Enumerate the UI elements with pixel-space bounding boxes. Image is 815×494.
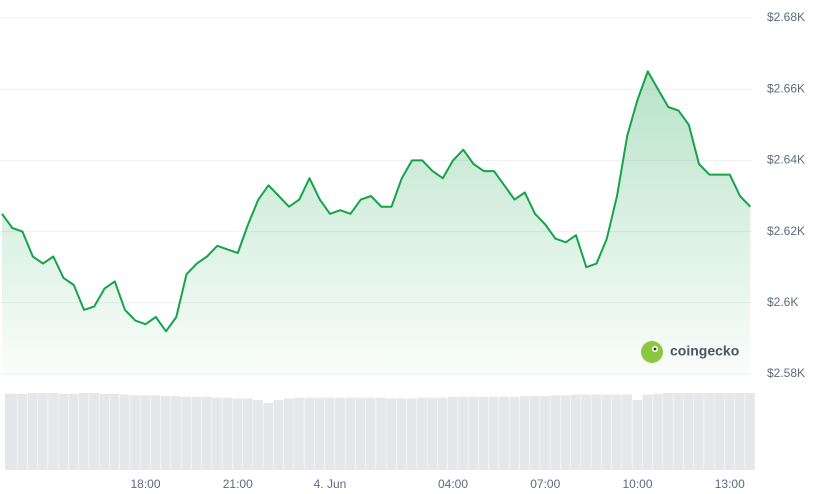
volume-bar [304, 397, 315, 470]
volume-bar [263, 403, 274, 470]
x-tick-label: 04:00 [438, 477, 468, 491]
volume-bar [519, 396, 530, 470]
volume-bar [745, 393, 755, 470]
volume-bar [396, 398, 407, 470]
y-tick-label: $2.64K [767, 153, 805, 167]
volume-bar [232, 398, 243, 470]
volume-bar [570, 394, 581, 470]
x-tick-label: 18:00 [130, 477, 160, 491]
volume-bar [683, 393, 694, 470]
volume-bar [693, 393, 704, 470]
volume-bar [119, 394, 130, 470]
volume-bar [201, 396, 212, 470]
volume-bar [652, 393, 663, 470]
volume-bar [437, 397, 448, 470]
volume-bar [150, 395, 161, 470]
volume-bar [324, 397, 335, 470]
volume-bar [253, 400, 263, 470]
volume-bar [447, 396, 458, 470]
volume-bar [550, 395, 561, 470]
volume-bar [48, 393, 58, 470]
volume-bar [78, 393, 89, 470]
volume-bar [376, 397, 386, 470]
volume-bar [355, 397, 366, 470]
volume-bar [581, 394, 591, 470]
volume-bar [58, 393, 69, 470]
volume-bar [427, 397, 438, 470]
volume-bar [591, 394, 602, 470]
y-tick-label: $2.62K [767, 224, 805, 238]
volume-bar [560, 395, 571, 470]
volume-bar [611, 394, 622, 470]
volume-bar [704, 393, 714, 470]
volume-bar [345, 397, 356, 470]
x-tick-label: 13:00 [715, 477, 745, 491]
volume-bar [734, 393, 745, 470]
x-tick-label: 4. Jun [314, 477, 347, 491]
volume-bar [171, 396, 181, 470]
price-line [1, 70, 752, 333]
volume-bar [468, 396, 479, 470]
volume-bar [365, 397, 376, 470]
volume-bar [335, 397, 345, 470]
price-area [2, 71, 751, 375]
y-tick-label: $2.66K [767, 81, 805, 95]
volume-bar [622, 394, 632, 470]
volume-bar [314, 397, 325, 470]
volume-bar [109, 393, 120, 470]
volume-bar [89, 393, 99, 470]
volume-bar [632, 400, 643, 470]
volume-bar [99, 393, 110, 470]
volume-bar [68, 393, 79, 470]
volume-bar [663, 393, 673, 470]
volume-bar [529, 396, 540, 470]
x-tick-label: 21:00 [223, 477, 253, 491]
y-tick-label: $2.6K [767, 295, 798, 309]
volume-bar [601, 394, 612, 470]
x-tick-label: 10:00 [622, 477, 652, 491]
volume-bar [140, 395, 151, 470]
volume-bar [673, 393, 684, 470]
volume-bar [724, 393, 735, 470]
volume-bar [283, 398, 294, 470]
volume-bar [294, 397, 304, 470]
volume-bar [242, 398, 253, 470]
volume-bar [212, 397, 222, 470]
volume-bar [386, 398, 397, 470]
volume-bar [273, 400, 284, 470]
volume-bar [130, 395, 140, 470]
volume-bar [458, 396, 468, 470]
volume-bar [509, 396, 520, 470]
volume-bar [499, 396, 509, 470]
volume-bar [222, 397, 233, 470]
watermark: coingecko [670, 343, 739, 359]
volume-bar [17, 393, 28, 470]
volume-bar [417, 397, 427, 470]
volume-bar [478, 396, 489, 470]
volume-bar [181, 396, 192, 470]
x-tick-label: 07:00 [530, 477, 560, 491]
volume-bar [714, 393, 725, 470]
volume-bar [160, 396, 171, 470]
y-tick-label: $2.58K [767, 366, 805, 380]
volume-bar [191, 396, 202, 470]
volume-bar [540, 396, 550, 470]
volume-bar [642, 394, 653, 470]
watermark-logo [641, 341, 663, 363]
volume-bar [406, 398, 417, 470]
volume-bar [37, 393, 48, 470]
volume-bar [27, 393, 38, 470]
volume-bar [7, 393, 17, 470]
y-tick-label: $2.68K [767, 10, 805, 24]
volume-bar [488, 396, 499, 470]
